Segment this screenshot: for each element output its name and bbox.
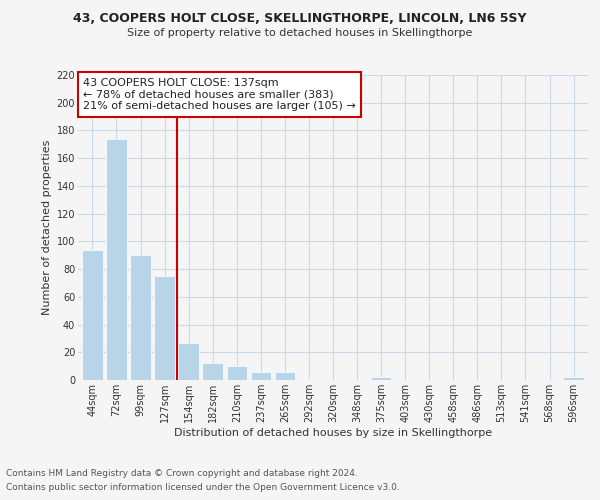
Bar xyxy=(371,377,391,380)
X-axis label: Distribution of detached houses by size in Skellingthorpe: Distribution of detached houses by size … xyxy=(174,428,492,438)
Bar xyxy=(82,250,103,380)
Text: Contains HM Land Registry data © Crown copyright and database right 2024.: Contains HM Land Registry data © Crown c… xyxy=(6,468,358,477)
Text: Contains public sector information licensed under the Open Government Licence v3: Contains public sector information licen… xyxy=(6,484,400,492)
Bar xyxy=(563,377,584,380)
Bar xyxy=(202,364,223,380)
Text: Size of property relative to detached houses in Skellingthorpe: Size of property relative to detached ho… xyxy=(127,28,473,38)
Bar xyxy=(154,276,175,380)
Bar xyxy=(178,342,199,380)
Bar xyxy=(130,255,151,380)
Bar xyxy=(299,378,319,380)
Bar xyxy=(251,372,271,380)
Text: 43 COOPERS HOLT CLOSE: 137sqm
← 78% of detached houses are smaller (383)
21% of : 43 COOPERS HOLT CLOSE: 137sqm ← 78% of d… xyxy=(83,78,356,112)
Text: 43, COOPERS HOLT CLOSE, SKELLINGTHORPE, LINCOLN, LN6 5SY: 43, COOPERS HOLT CLOSE, SKELLINGTHORPE, … xyxy=(73,12,527,26)
Bar xyxy=(106,139,127,380)
Bar xyxy=(275,372,295,380)
Bar xyxy=(227,366,247,380)
Y-axis label: Number of detached properties: Number of detached properties xyxy=(43,140,52,315)
